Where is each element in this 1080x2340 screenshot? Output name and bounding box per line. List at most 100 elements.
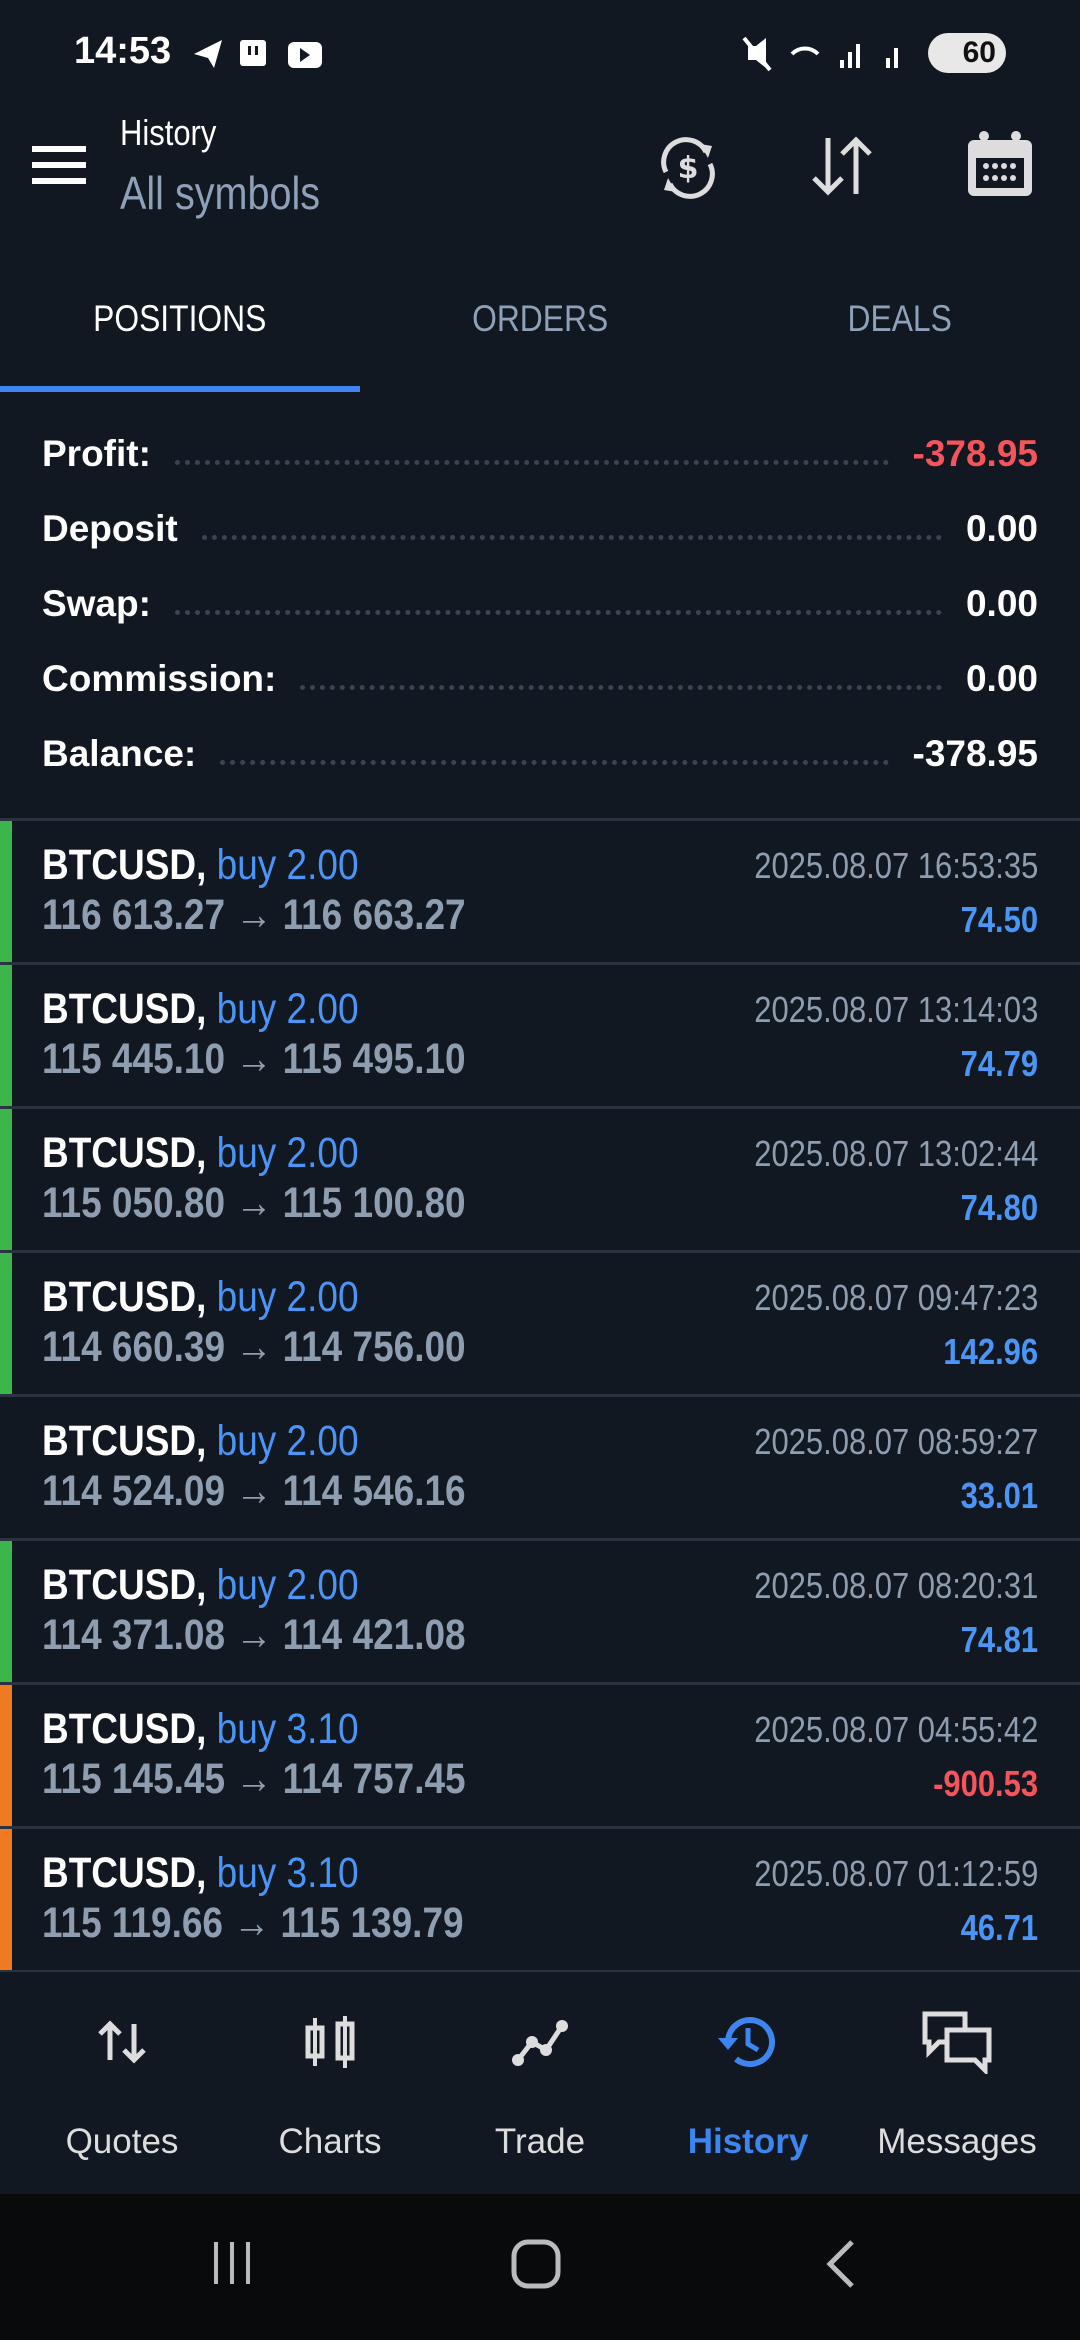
- summary-value: -378.95: [912, 433, 1039, 474]
- divider: [0, 818, 1080, 821]
- svg-text:$: $: [678, 151, 699, 186]
- symbol-side: BTCUSD, buy 2.00: [42, 1273, 410, 1322]
- position-row[interactable]: BTCUSD, buy 2.00 114 524.09 → 114 546.16…: [0, 1397, 1080, 1541]
- arrow-icon: →: [235, 1467, 273, 1515]
- close-time: 2025.08.07 16:53:35: [753, 845, 1038, 886]
- system-nav-bar: [0, 2194, 1080, 2340]
- close-time: 2025.08.07 13:14:03: [753, 989, 1038, 1030]
- summary-label: Commission:: [42, 658, 277, 699]
- arrow-icon: →: [235, 1611, 273, 1659]
- close-price: 114 757.45: [282, 1755, 466, 1803]
- profit-value: 74.80: [960, 1187, 1038, 1228]
- dot-leader: [174, 609, 942, 615]
- status-bar: 14:53 60: [0, 0, 1080, 100]
- tab-deals[interactable]: DEALS: [847, 298, 953, 339]
- summary-value: -378.95: [912, 733, 1039, 774]
- profit-value: 46.71: [960, 1907, 1038, 1948]
- dot-leader: [220, 759, 889, 765]
- tab-positions[interactable]: POSITIONS: [93, 298, 267, 339]
- arrow-icon: →: [235, 1035, 273, 1083]
- home-icon[interactable]: [510, 2238, 564, 2292]
- calendar-icon[interactable]: [964, 128, 1036, 200]
- close-price: 114 756.00: [282, 1323, 466, 1371]
- profit-value: 74.50: [960, 899, 1038, 940]
- status-bar-indicator: [0, 1685, 12, 1826]
- side-volume: buy 2.00: [216, 1129, 359, 1177]
- side-volume: buy 2.00: [216, 1273, 359, 1321]
- open-price: 115 050.80: [42, 1179, 226, 1227]
- price-range: 114 524.09 → 114 546.16: [42, 1467, 535, 1516]
- side-volume: buy 2.00: [216, 985, 359, 1033]
- summary-value: 0.00: [965, 658, 1038, 699]
- status-bar-indicator: [0, 1829, 12, 1970]
- symbol-side: BTCUSD, buy 3.10: [42, 1705, 410, 1754]
- summary-row: Swap: 0.00: [42, 574, 1038, 634]
- dot-leader: [201, 534, 942, 540]
- sort-icon[interactable]: [808, 134, 878, 198]
- menu-icon[interactable]: [32, 146, 88, 186]
- close-time: 2025.08.07 08:20:31: [753, 1565, 1038, 1606]
- nav-quotes[interactable]: Quotes: [17, 1972, 227, 2194]
- side-volume: buy 2.00: [216, 841, 359, 889]
- position-row[interactable]: BTCUSD, buy 2.00 116 613.27 → 116 663.27…: [0, 821, 1080, 965]
- position-row[interactable]: BTCUSD, buy 3.10 115 145.45 → 114 757.45…: [0, 1685, 1080, 1829]
- summary-row: Deposit 0.00: [42, 499, 1038, 559]
- status-bar-indicator: [0, 965, 12, 1106]
- system-status-icons: [742, 36, 898, 72]
- recent-apps-icon[interactable]: [210, 2238, 254, 2288]
- price-range: 114 660.39 → 114 756.00: [42, 1323, 535, 1372]
- summary-label: Deposit: [42, 508, 178, 549]
- symbol-side: BTCUSD, buy 2.00: [42, 985, 410, 1034]
- summary-value: 0.00: [965, 583, 1038, 624]
- price-range: 115 145.45 → 114 757.45: [42, 1755, 535, 1804]
- open-price: 115 445.10: [42, 1035, 226, 1083]
- status-time: 14:53: [74, 30, 172, 72]
- open-price: 115 119.66: [42, 1899, 224, 1947]
- arrow-icon: →: [235, 891, 273, 939]
- nav-charts[interactable]: Charts: [225, 1972, 435, 2194]
- position-row[interactable]: BTCUSD, buy 2.00 115 445.10 → 115 495.10…: [0, 965, 1080, 1109]
- nav-messages[interactable]: Messages: [852, 1972, 1062, 2194]
- battery-indicator: 60: [928, 33, 1006, 73]
- close-time: 2025.08.07 04:55:42: [753, 1709, 1038, 1750]
- symbol-side: BTCUSD, buy 2.00: [42, 1561, 410, 1610]
- position-row[interactable]: BTCUSD, buy 3.10 115 119.66 → 115 139.79…: [0, 1829, 1080, 1973]
- summary-row: Balance: -378.95: [42, 724, 1038, 784]
- close-price: 115 139.79: [280, 1899, 464, 1947]
- position-row[interactable]: BTCUSD, buy 2.00 114 660.39 → 114 756.00…: [0, 1253, 1080, 1397]
- summary-label: Balance:: [42, 733, 197, 774]
- nav-label: History: [687, 2122, 809, 2161]
- open-price: 114 524.09: [42, 1467, 226, 1515]
- summary-label: Profit:: [42, 433, 151, 474]
- symbol-side: BTCUSD, buy 3.10: [42, 1849, 410, 1898]
- currency-exchange-icon[interactable]: $: [656, 136, 720, 200]
- arrow-icon: →: [233, 1899, 271, 1947]
- position-row[interactable]: BTCUSD, buy 2.00 114 371.08 → 114 421.08…: [0, 1541, 1080, 1685]
- arrow-icon: →: [235, 1755, 273, 1803]
- open-price: 116 613.27: [42, 891, 226, 939]
- symbol: BTCUSD,: [42, 1849, 207, 1897]
- nav-trade[interactable]: Trade: [435, 1972, 645, 2194]
- position-row[interactable]: BTCUSD, buy 2.00 115 050.80 → 115 100.80…: [0, 1109, 1080, 1253]
- profit-value: 74.79: [960, 1043, 1038, 1084]
- close-price: 115 100.80: [282, 1179, 466, 1227]
- nav-history[interactable]: History: [643, 1972, 853, 2194]
- dot-leader: [174, 459, 889, 465]
- symbol-side: BTCUSD, buy 2.00: [42, 1129, 410, 1178]
- profit-value: 142.96: [943, 1331, 1038, 1372]
- active-tab-indicator: [0, 386, 360, 392]
- symbol: BTCUSD,: [42, 1273, 207, 1321]
- side-volume: buy 3.10: [216, 1849, 359, 1897]
- close-price: 115 495.10: [282, 1035, 466, 1083]
- nav-label: Quotes: [65, 2122, 179, 2161]
- charts-icon: [305, 2016, 355, 2068]
- back-icon[interactable]: [822, 2238, 862, 2292]
- side-volume: buy 2.00: [216, 1561, 359, 1609]
- close-time: 2025.08.07 01:12:59: [753, 1853, 1038, 1894]
- symbol: BTCUSD,: [42, 841, 207, 889]
- history-icon: [718, 2017, 775, 2068]
- nav-label: Charts: [278, 2122, 382, 2161]
- symbol-filter[interactable]: All symbols: [120, 167, 321, 219]
- tab-orders[interactable]: ORDERS: [471, 298, 609, 339]
- trade-icon: [512, 2020, 568, 2066]
